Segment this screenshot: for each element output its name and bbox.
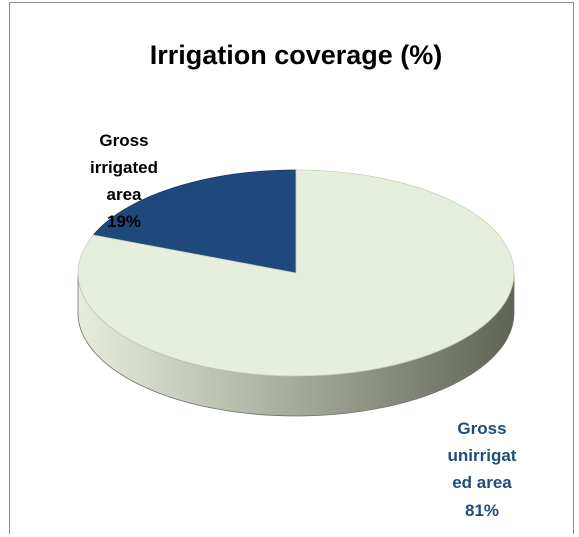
data-label-value: 81% <box>465 501 499 520</box>
data-label-line: ed area <box>452 473 512 492</box>
data-label-unirrigated: Gross unirrigat ed area 81% <box>448 419 517 520</box>
data-label-line: Gross <box>457 419 506 438</box>
pie-slice-irrigated <box>92 169 297 274</box>
data-label-line: area <box>107 185 143 204</box>
data-label-line: unirrigat <box>448 446 517 465</box>
pie-slice-unirrigated <box>77 169 515 377</box>
data-label-value: 19% <box>107 212 141 231</box>
data-label-irrigated: Gross irrigated area 19% <box>90 131 158 231</box>
chart-title: Irrigation coverage (%) <box>150 40 443 70</box>
data-label-line: irrigated <box>90 158 158 177</box>
data-label-line: Gross <box>99 131 148 150</box>
